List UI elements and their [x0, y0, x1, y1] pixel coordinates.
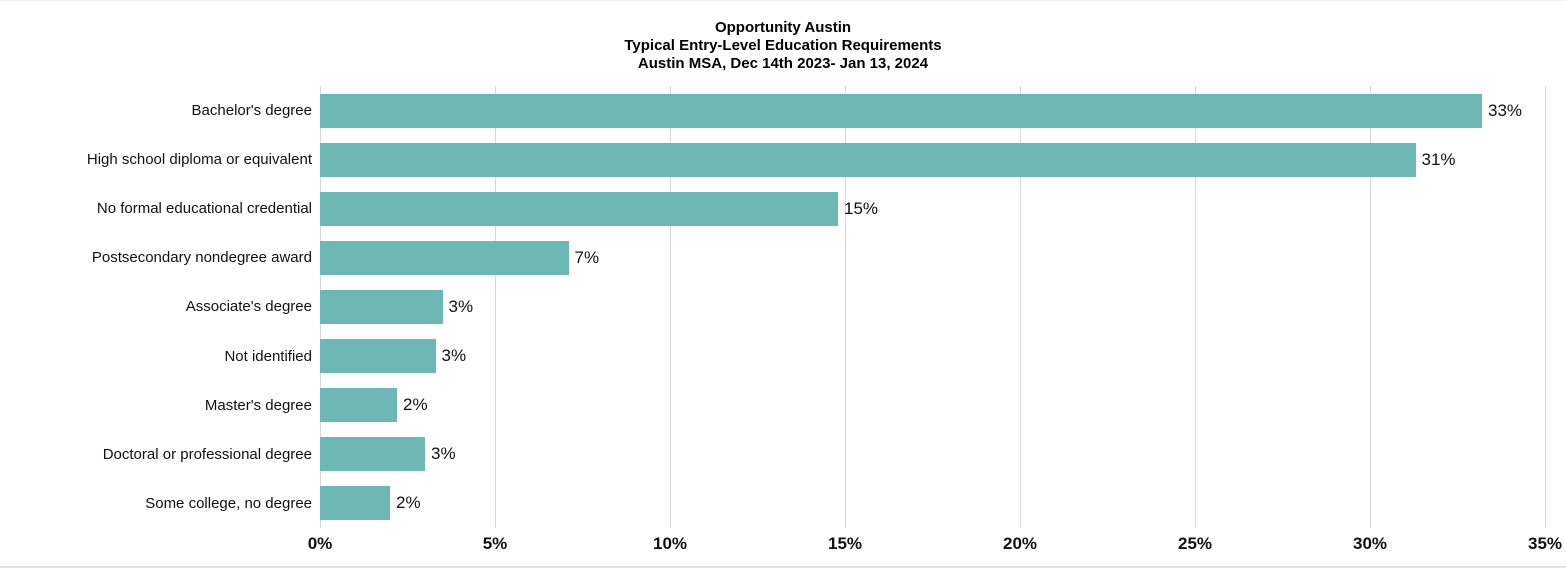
x-tick-label: 25% — [1177, 534, 1213, 553]
bar — [320, 289, 443, 324]
bar-track: 7% — [320, 240, 1545, 275]
gridline-25 — [1195, 86, 1196, 528]
bar-track: 2% — [320, 388, 1545, 423]
bar-row: Associate's degree 3% — [0, 282, 1545, 331]
bar — [320, 388, 397, 423]
bar — [320, 486, 390, 521]
bar-row: Bachelor's degree 33% — [0, 86, 1545, 135]
bar-track: 3% — [320, 289, 1545, 324]
gridline-20 — [1020, 86, 1021, 528]
bar — [320, 437, 425, 472]
bar-row: Not identified 3% — [0, 332, 1545, 381]
gridline-5 — [495, 86, 496, 528]
x-tick-label: 30% — [1352, 534, 1388, 553]
bar-row: Postsecondary nondegree award 7% — [0, 233, 1545, 282]
bar-track: 31% — [320, 142, 1545, 177]
gridline-15 — [845, 86, 846, 528]
bar-track: 33% — [320, 93, 1545, 128]
value-label: 15% — [844, 198, 879, 218]
bar — [320, 191, 838, 226]
bar-track: 3% — [320, 339, 1545, 374]
gridline-35 — [1545, 86, 1546, 528]
chart-title: Opportunity Austin — [714, 19, 852, 36]
category-label: Bachelor's degree — [191, 102, 312, 120]
x-tick-label: 5% — [482, 534, 508, 553]
bar — [320, 240, 569, 275]
bar-row: Some college, no degree 2% — [0, 479, 1545, 528]
chart-subtitle: Typical Entry-Level Education Requiremen… — [624, 37, 942, 54]
gridline-30 — [1370, 86, 1371, 528]
value-label: 3% — [431, 444, 456, 464]
value-label: 2% — [396, 493, 421, 513]
bottom-border-line — [0, 566, 1566, 568]
bar-rows: Bachelor's degree 33% High school diploma … — [0, 86, 1545, 528]
chart-caption: Austin MSA, Dec 14th 2023- Jan 13, 2024 — [637, 55, 929, 72]
category-label: High school diploma or equivalent — [86, 151, 312, 169]
x-tick-label: 10% — [652, 534, 688, 553]
x-tick-label: 20% — [1002, 534, 1038, 553]
plot-area: Bachelor's degree 33% High school diploma … — [0, 86, 1546, 528]
bar-row: High school diploma or equivalent 31% — [0, 135, 1545, 184]
value-label: 3% — [448, 296, 474, 316]
bar — [320, 142, 1416, 177]
gridline-10 — [670, 86, 671, 528]
category-label: Master's degree — [204, 396, 312, 414]
x-tick-label: 0% — [307, 534, 333, 553]
value-label: 2% — [403, 395, 428, 415]
category-label: Some college, no degree — [145, 494, 312, 512]
x-axis: 0% 5% 10% 15% 20% 25% 30% 35% — [308, 534, 1562, 560]
value-label: 3% — [441, 346, 467, 366]
value-label: 7% — [574, 247, 600, 267]
bar-row: No formal educational credential 15% — [0, 184, 1545, 233]
bar — [320, 339, 436, 374]
bar-track: 3% — [320, 437, 1545, 472]
chart-title-block: Opportunity Austin Typical Entry-Level E… — [0, 19, 1566, 73]
bar-row: Doctoral or professional degree 3% — [0, 430, 1545, 479]
bar-row: Master's degree 2% — [0, 381, 1545, 430]
bar — [320, 93, 1482, 128]
category-label: Not identified — [224, 347, 312, 365]
category-label: Doctoral or professional degree — [102, 445, 312, 463]
value-label: 33% — [1487, 100, 1523, 120]
category-label: Postsecondary nondegree award — [91, 249, 312, 267]
value-label: 31% — [1421, 149, 1456, 169]
category-label: No formal educational credential — [96, 200, 312, 218]
bar-track: 2% — [320, 486, 1545, 521]
category-label: Associate's degree — [185, 298, 312, 316]
x-tick-label: 35% — [1527, 534, 1563, 553]
bar-track: 15% — [320, 191, 1545, 226]
x-tick-label: 15% — [827, 534, 863, 553]
